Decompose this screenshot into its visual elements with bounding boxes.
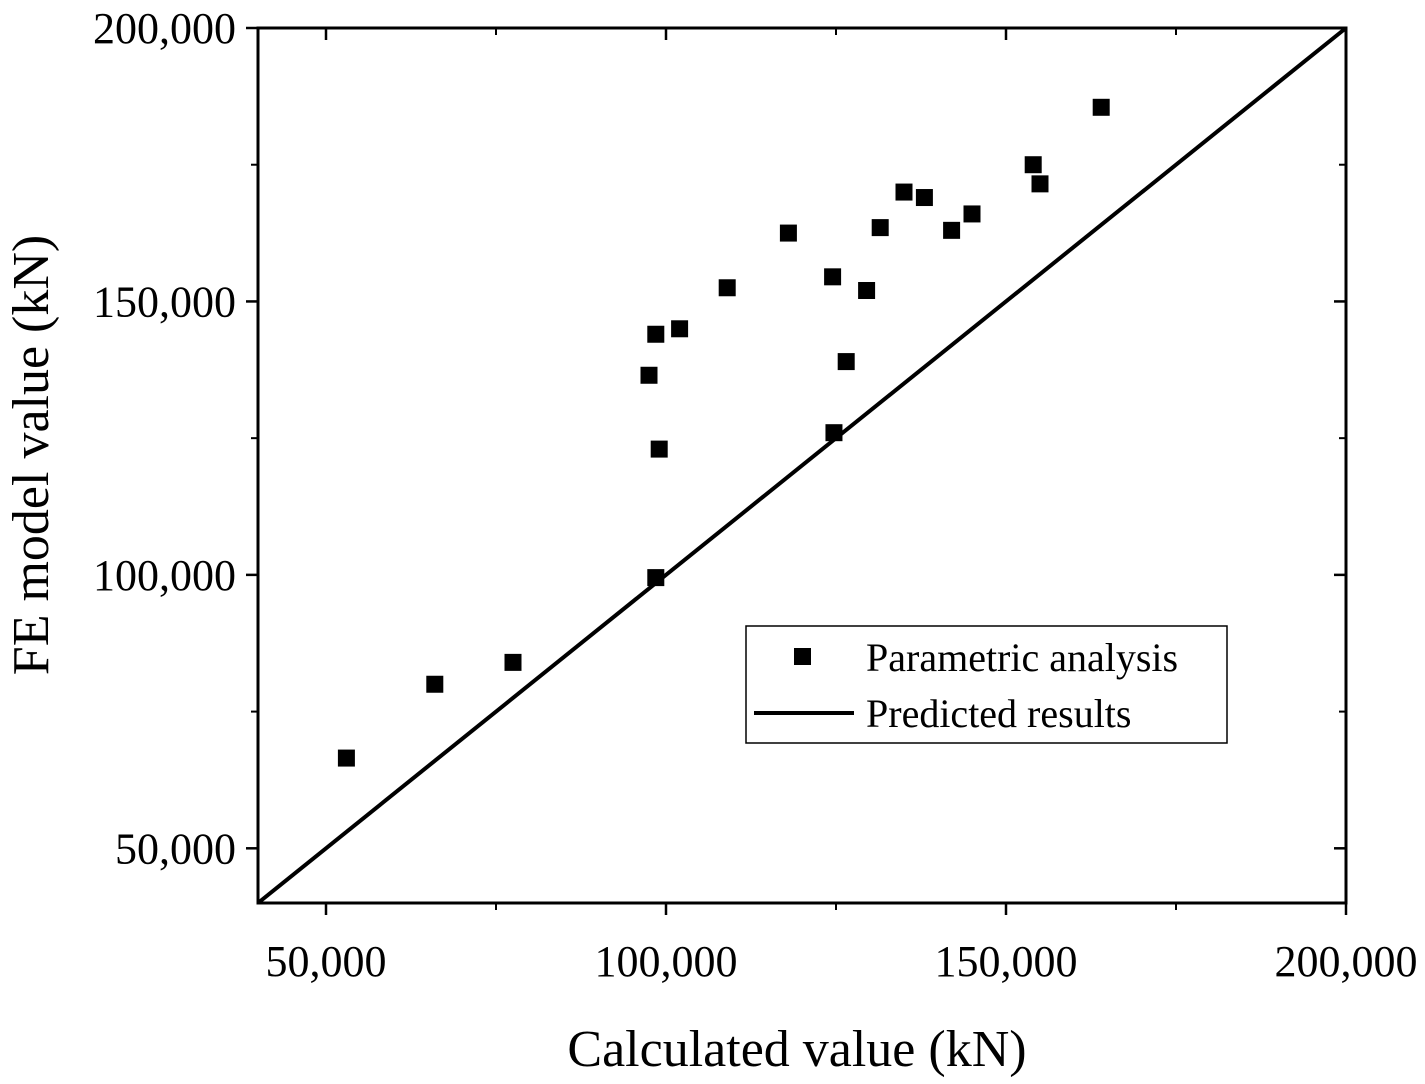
data-point — [504, 653, 522, 671]
legend-label-parametric: Parametric analysis — [866, 635, 1178, 680]
data-point — [650, 440, 668, 458]
line-layer — [256, 26, 1348, 905]
data-point — [1024, 156, 1042, 174]
data-point — [640, 366, 658, 384]
data-point — [943, 221, 961, 239]
data-point — [825, 424, 843, 442]
legend: Parametric analysis Predicted results — [745, 625, 1228, 744]
data-point — [824, 268, 842, 286]
data-point — [895, 183, 913, 201]
data-point — [963, 205, 981, 223]
x-tick-label: 50,000 — [266, 937, 387, 986]
x-tick-label: 200,000 — [1275, 937, 1418, 986]
labels-layer: 50,000 100,000 150,000 200,000 50,000 100,000… — [93, 4, 1418, 986]
data-point — [858, 282, 876, 299]
data-point — [837, 353, 855, 371]
predicted-results-line — [256, 26, 1348, 905]
x-tick-label: 100,000 — [595, 937, 738, 986]
data-point — [871, 219, 889, 237]
y-tick-label: 50,000 — [115, 824, 236, 873]
plot-frame — [256, 26, 1348, 905]
data-point — [671, 320, 689, 338]
y-tick-label: 200,000 — [93, 4, 236, 53]
x-axis-title: Calculated value (kN) — [567, 1021, 1026, 1078]
data-point — [647, 569, 665, 587]
data-point — [1092, 98, 1110, 116]
points-layer — [337, 98, 1110, 767]
data-point — [779, 224, 797, 242]
y-tick-label: 100,000 — [93, 551, 236, 600]
data-point — [915, 189, 933, 207]
data-point — [718, 279, 736, 297]
data-point — [337, 749, 355, 767]
data-point — [647, 325, 665, 343]
data-point — [426, 675, 444, 693]
y-tick-label: 150,000 — [93, 277, 236, 326]
y-axis-title: FE model value (kN) — [3, 235, 60, 675]
x-tick-label: 150,000 — [935, 937, 1078, 986]
legend-marker-parametric — [794, 648, 811, 665]
data-point — [1031, 175, 1049, 193]
legend-label-predicted: Predicted results — [866, 691, 1132, 736]
legend-box — [745, 625, 1228, 744]
